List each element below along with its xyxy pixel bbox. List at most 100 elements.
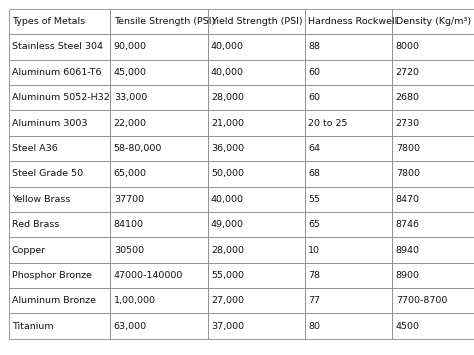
Text: 8000: 8000 — [396, 43, 420, 51]
Bar — [9, 212, 110, 237]
Text: Steel Grade 50: Steel Grade 50 — [12, 169, 83, 178]
Bar — [9, 187, 110, 212]
Text: 28,000: 28,000 — [211, 246, 244, 255]
Text: Steel A36: Steel A36 — [12, 144, 58, 153]
Text: 2720: 2720 — [396, 68, 420, 77]
Bar — [305, 136, 392, 161]
Bar — [392, 9, 474, 34]
Bar — [110, 60, 208, 85]
Bar — [305, 212, 392, 237]
Text: 64: 64 — [308, 144, 320, 153]
Bar — [110, 187, 208, 212]
Text: 4500: 4500 — [396, 322, 420, 331]
Bar — [110, 212, 208, 237]
Bar — [9, 9, 110, 34]
Text: 65: 65 — [308, 220, 320, 229]
Bar — [208, 263, 305, 288]
Text: 40,000: 40,000 — [211, 43, 244, 51]
Text: 50,000: 50,000 — [211, 169, 244, 178]
Text: 49,000: 49,000 — [211, 220, 244, 229]
Text: 7800: 7800 — [396, 144, 420, 153]
Bar — [392, 313, 474, 339]
Bar — [9, 161, 110, 186]
Bar — [392, 34, 474, 60]
Text: 55,000: 55,000 — [211, 271, 244, 280]
Text: Yellow Brass: Yellow Brass — [12, 195, 70, 204]
Bar — [110, 85, 208, 110]
Bar — [208, 60, 305, 85]
Text: Titanium: Titanium — [12, 322, 54, 331]
Text: 60: 60 — [308, 68, 320, 77]
Bar — [208, 110, 305, 136]
Bar — [305, 237, 392, 263]
Bar — [110, 9, 208, 34]
Bar — [9, 110, 110, 136]
Text: 45,000: 45,000 — [114, 68, 147, 77]
Bar — [208, 212, 305, 237]
Bar — [305, 313, 392, 339]
Text: 37700: 37700 — [114, 195, 144, 204]
Bar — [392, 110, 474, 136]
Text: 28,000: 28,000 — [211, 93, 244, 102]
Bar — [110, 237, 208, 263]
Text: Aluminum Bronze: Aluminum Bronze — [12, 296, 96, 305]
Bar — [208, 136, 305, 161]
Bar — [392, 136, 474, 161]
Text: Aluminum 3003: Aluminum 3003 — [12, 119, 87, 127]
Bar — [305, 34, 392, 60]
Text: 8470: 8470 — [396, 195, 420, 204]
Text: Tensile Strength (PSI): Tensile Strength (PSI) — [114, 17, 215, 26]
Bar — [305, 263, 392, 288]
Bar — [305, 187, 392, 212]
Text: 2680: 2680 — [396, 93, 420, 102]
Bar — [392, 237, 474, 263]
Text: Aluminum 5052-H32: Aluminum 5052-H32 — [12, 93, 109, 102]
Bar — [9, 60, 110, 85]
Bar — [110, 288, 208, 313]
Text: 40,000: 40,000 — [211, 195, 244, 204]
Text: 7700-8700: 7700-8700 — [396, 296, 447, 305]
Text: 63,000: 63,000 — [114, 322, 147, 331]
Text: 27,000: 27,000 — [211, 296, 244, 305]
Text: Aluminum 6061-T6: Aluminum 6061-T6 — [12, 68, 101, 77]
Text: 8746: 8746 — [396, 220, 420, 229]
Bar — [9, 136, 110, 161]
Text: 21,000: 21,000 — [211, 119, 244, 127]
Text: Copper: Copper — [12, 246, 46, 255]
Bar — [392, 60, 474, 85]
Text: 77: 77 — [308, 296, 320, 305]
Bar — [110, 263, 208, 288]
Bar — [392, 85, 474, 110]
Bar — [9, 263, 110, 288]
Text: 90,000: 90,000 — [114, 43, 147, 51]
Bar — [208, 187, 305, 212]
Text: Hardness Rockwell: Hardness Rockwell — [308, 17, 397, 26]
Bar — [110, 110, 208, 136]
Text: 55: 55 — [308, 195, 320, 204]
Bar — [9, 288, 110, 313]
Bar — [305, 288, 392, 313]
Bar — [392, 187, 474, 212]
Text: 68: 68 — [308, 169, 320, 178]
Bar — [208, 161, 305, 186]
Text: 2730: 2730 — [396, 119, 420, 127]
Bar — [9, 34, 110, 60]
Bar — [392, 263, 474, 288]
Bar — [208, 9, 305, 34]
Text: 30500: 30500 — [114, 246, 144, 255]
Bar — [208, 237, 305, 263]
Text: 37,000: 37,000 — [211, 322, 244, 331]
Bar — [392, 212, 474, 237]
Bar — [9, 85, 110, 110]
Text: 8900: 8900 — [396, 271, 420, 280]
Bar — [305, 110, 392, 136]
Text: Types of Metals: Types of Metals — [12, 17, 85, 26]
Text: 60: 60 — [308, 93, 320, 102]
Text: 1,00,000: 1,00,000 — [114, 296, 156, 305]
Text: Density (Kg/m³): Density (Kg/m³) — [396, 17, 471, 26]
Text: 78: 78 — [308, 271, 320, 280]
Text: 36,000: 36,000 — [211, 144, 244, 153]
Bar — [392, 288, 474, 313]
Text: 47000-140000: 47000-140000 — [114, 271, 183, 280]
Text: 22,000: 22,000 — [114, 119, 147, 127]
